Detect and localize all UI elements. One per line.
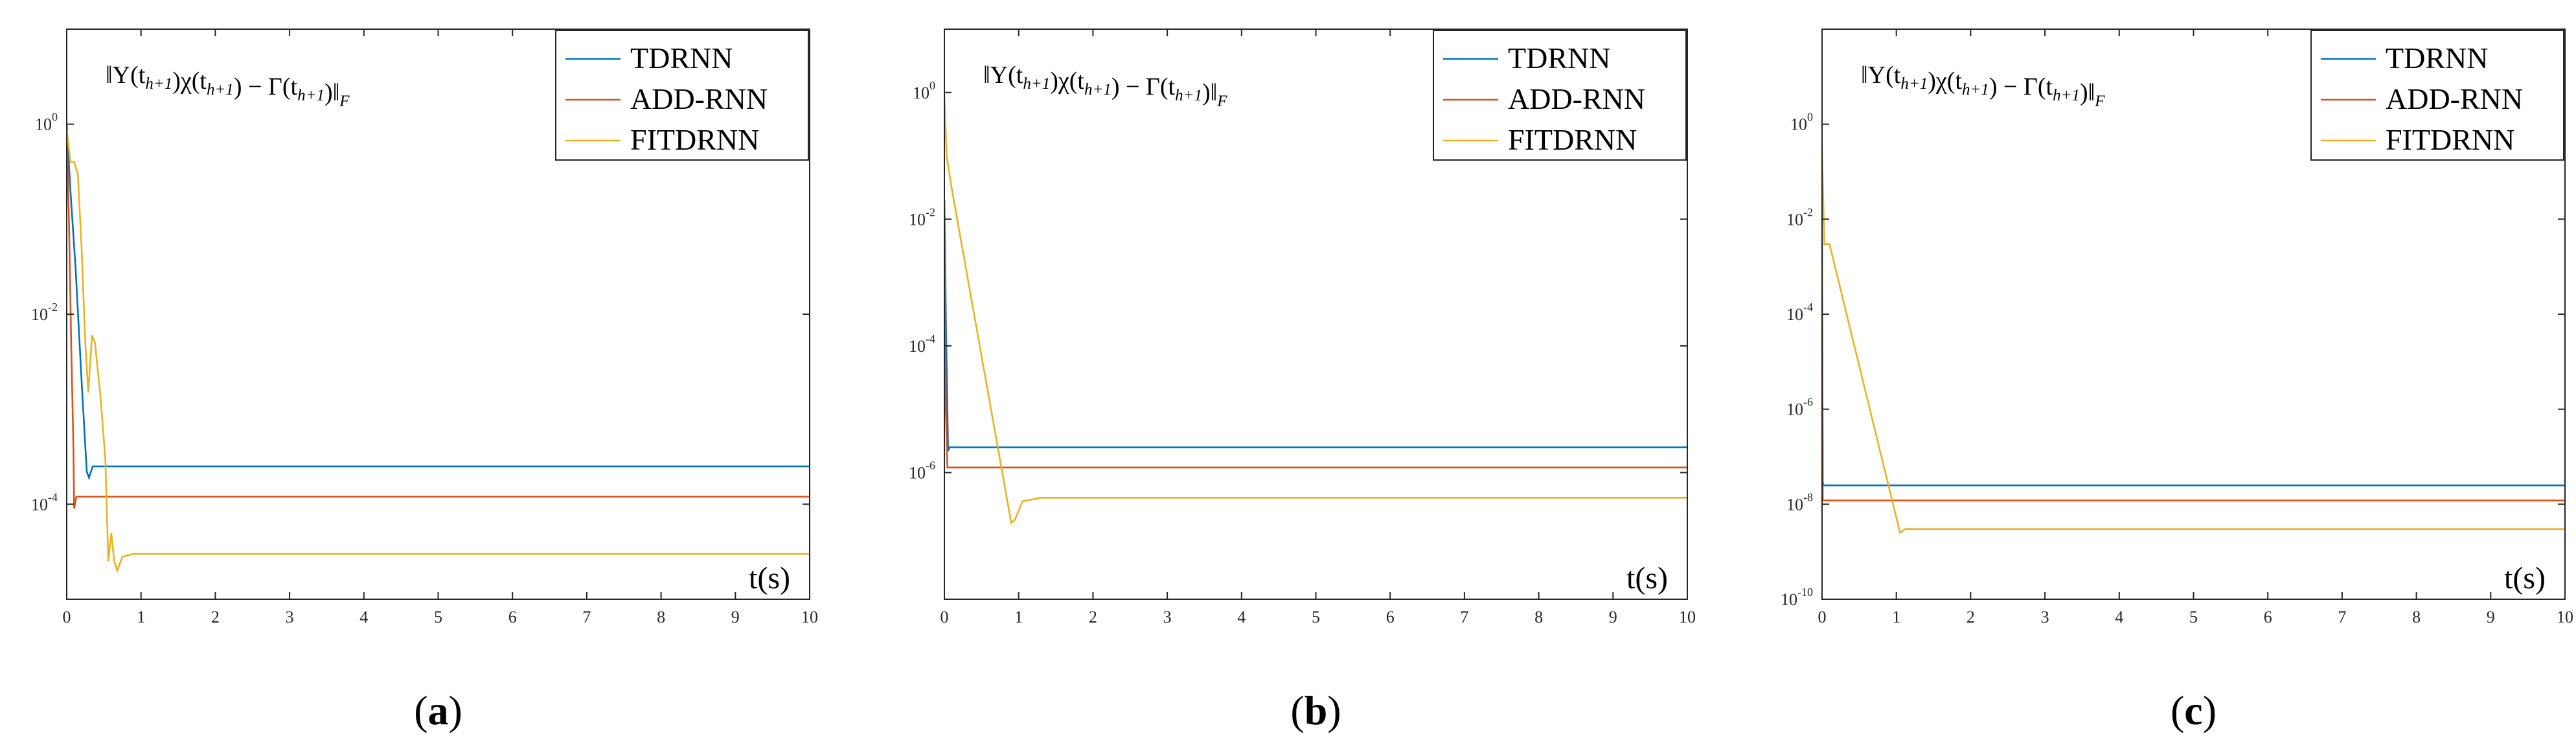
x-tick-label: 10 [1679,608,1696,626]
legend: TDRNN ADD-RNN FITDRNN [555,30,809,161]
panel-caption: (c) [2171,687,2217,733]
legend: TDRNN ADD-RNN FITDRNN [2310,30,2564,161]
formula-annotation: ‖Υ(th+1)χ(th+1) − Γ(th+1)‖F [106,62,350,110]
series-line-add-rnn [944,219,1687,468]
y-tick-label: 100 [1790,111,1813,134]
series-line-add-rnn [1822,244,2565,501]
legend-box [2310,30,2564,161]
y-tick-label: 10-6 [1786,396,1813,419]
x-unit-label: t(s) [2504,561,2546,595]
y-tick-label: 10-4 [31,490,58,514]
x-unit-label: t(s) [749,561,790,595]
y-tick-label: 10-10 [1781,586,1813,609]
x-tick-label: 2 [211,608,220,626]
x-tick-label: 9 [731,608,740,626]
legend-label-fitdrnn: FITDRNN [2386,123,2514,156]
series-line-tdrnn [1822,244,2565,487]
x-tick-label: 5 [434,608,442,626]
formula-annotation: ‖Υ(th+1)χ(th+1) − Γ(th+1)‖F [983,62,1227,110]
x-tick-label: 9 [2487,608,2495,626]
legend-label-add-rnn: ADD-RNN [1508,82,1645,115]
y-tick-label: 10-4 [1786,301,1813,324]
x-tick-label: 1 [137,608,145,626]
x-tick-label: 1 [1892,608,1900,626]
x-tick-label: 5 [2189,608,2198,626]
panel-caption: (b) [1290,687,1341,733]
legend-label-fitdrnn: FITDRNN [1508,123,1637,156]
x-tick-label: 2 [1966,608,1975,626]
x-tick-label: 6 [508,608,517,626]
legend-label-fitdrnn: FITDRNN [630,123,759,156]
series-line-tdrnn [67,124,810,481]
x-tick-label: 8 [2412,608,2421,626]
series-line-fitdrnn [67,128,810,573]
y-tick-label: 10-4 [909,332,935,356]
x-tick-label: 0 [1818,608,1827,626]
series-line-fitdrnn [1822,148,2565,534]
x-tick-label: 10 [2557,608,2573,626]
legend-label-add-rnn: ADD-RNN [630,82,768,115]
legend-label-tdrnn: TDRNN [630,41,733,74]
x-unit-label: t(s) [1626,561,1668,595]
legend-label-tdrnn: TDRNN [2386,41,2488,74]
x-tick-label: 7 [2338,608,2346,626]
x-tick-label: 9 [1609,608,1617,626]
y-tick-label: 10-2 [909,205,935,229]
x-tick-label: 0 [940,608,949,626]
y-tick-label: 10-8 [1786,490,1813,514]
x-tick-label: 4 [2115,608,2123,626]
x-tick-label: 6 [1386,608,1395,626]
series-line-tdrnn [944,200,1687,452]
legend-label-add-rnn: ADD-RNN [2386,82,2523,115]
chart-panel-c: 0 1 2 3 4 5 6 7 8 9 10 10-10 10-8 10-6 10-4 10-2 100 ‖Υ(t… [1781,29,2573,733]
x-tick-label: 1 [1014,608,1023,626]
y-tick-label: 10-6 [909,459,935,482]
x-tick-label: 0 [63,608,71,626]
y-tick-label: 10-2 [1786,205,1813,229]
x-tick-label: 3 [286,608,294,626]
series-line-add-rnn [67,133,810,509]
y-tick-label: 10-2 [31,301,58,324]
series-line-fitdrnn [944,95,1687,525]
legend: TDRNN ADD-RNN FITDRNN [1433,30,1687,161]
x-tick-label: 5 [1312,608,1320,626]
x-tick-label: 4 [1237,608,1246,626]
y-tick-label: 100 [913,79,935,102]
legend-box [555,30,809,161]
legend-label-tdrnn: TDRNN [1508,41,1610,74]
x-tick-label: 7 [1460,608,1468,626]
x-tick-label: 8 [657,608,665,626]
x-tick-label: 3 [1163,608,1172,626]
x-tick-label: 6 [2264,608,2272,626]
x-tick-label: 7 [582,608,591,626]
x-tick-label: 3 [2041,608,2049,626]
chart-panel-b: 0 1 2 3 4 5 6 7 8 9 10 10-6 10-4 10-2 100 ‖Υ(th+1)χ(th+… [909,29,1696,733]
y-tick-label: 100 [35,111,58,134]
formula-annotation: ‖Υ(th+1)χ(th+1) − Γ(th+1)‖F [1861,62,2105,110]
panel-caption: (a) [414,687,462,733]
x-tick-label: 8 [1534,608,1543,626]
legend-box [1433,30,1687,161]
chart-panel-a: 0 1 2 3 4 5 6 7 8 9 10 10-4 10-2 100 ‖Υ(th+1)χ(th+1) −… [31,29,818,733]
x-tick-label: 10 [801,608,818,626]
x-tick-label: 2 [1089,608,1097,626]
x-tick-label: 4 [359,608,368,626]
